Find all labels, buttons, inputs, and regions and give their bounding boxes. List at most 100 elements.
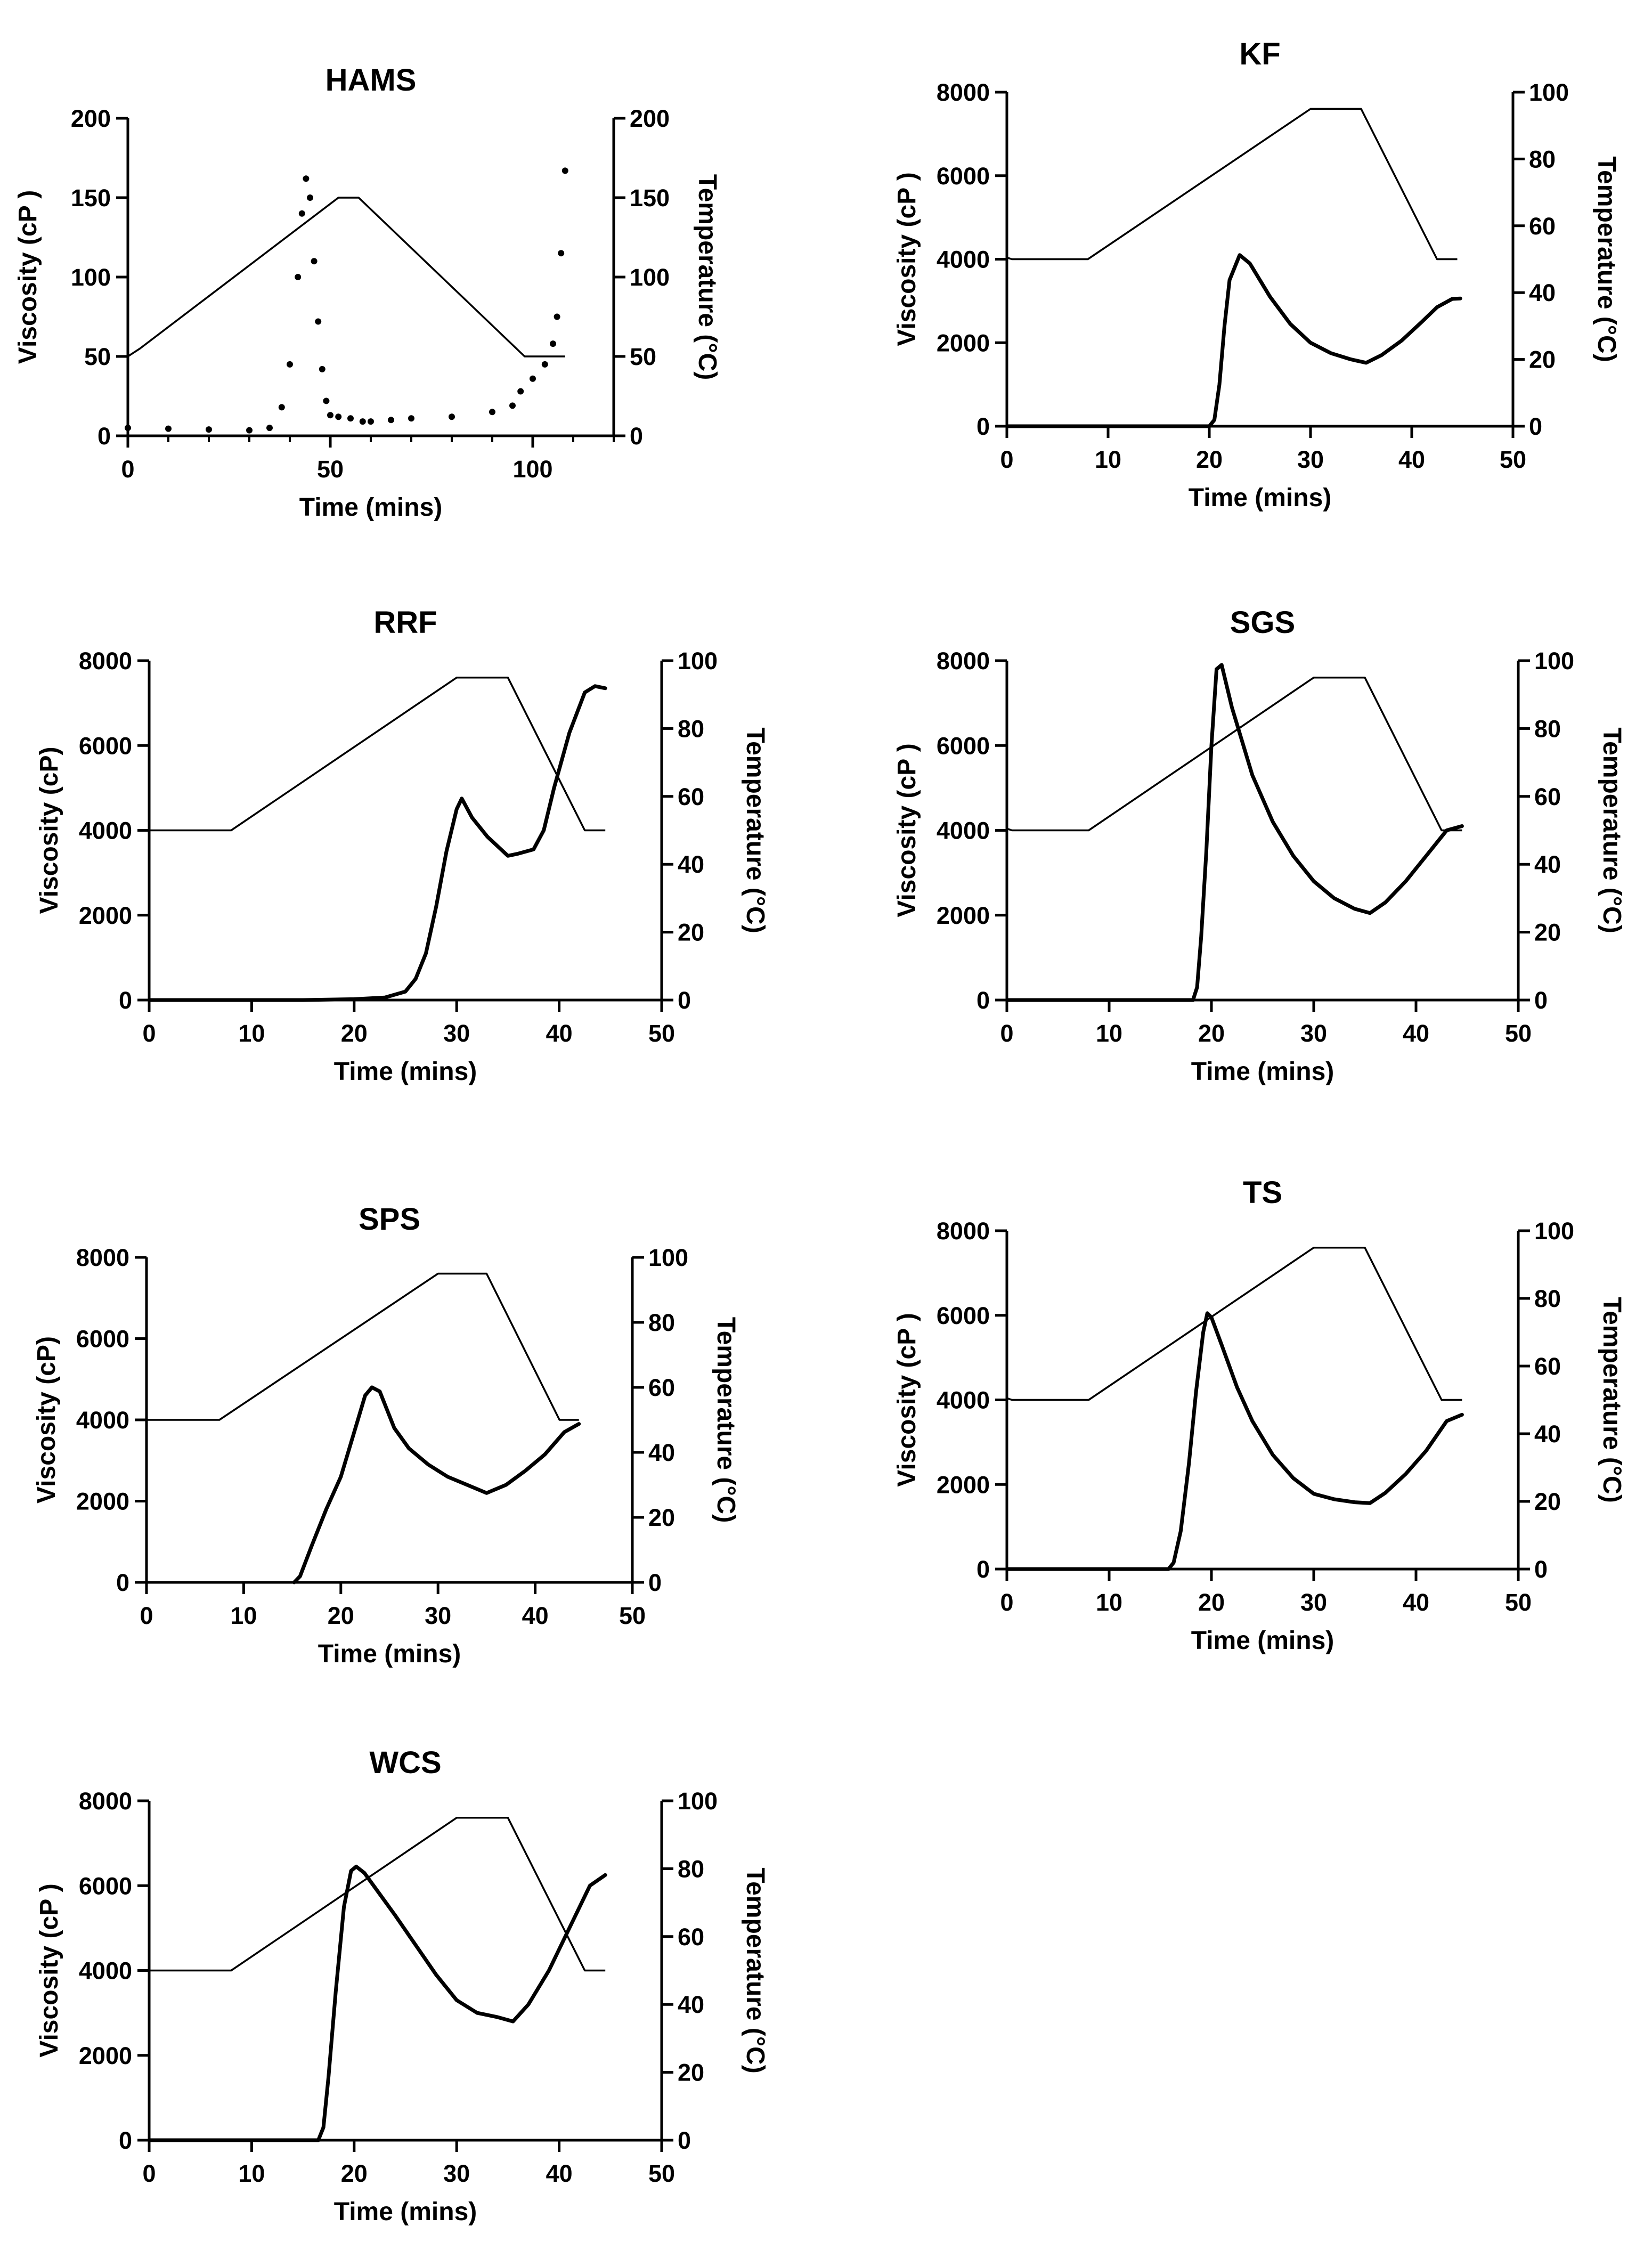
x-tick-label: 10 xyxy=(238,2160,265,2187)
x-axis-label: Time (mins) xyxy=(334,2198,477,2226)
chart-kf: KF0 10 20 30 40 50020004000600080000204060801… xyxy=(893,37,1621,512)
y-axis-label: Viscosity (cP ) xyxy=(35,1883,63,2057)
x-tick-label: 20 xyxy=(1198,1589,1225,1616)
x-tick-label: 0 xyxy=(121,456,134,483)
x-tick-label: 0 xyxy=(1000,1020,1013,1047)
y2-tick-label: 100 xyxy=(678,647,718,675)
x-tick-label: 20 xyxy=(328,1602,354,1629)
y-tick-label: 0 xyxy=(976,987,990,1014)
viscosity-point xyxy=(315,318,322,325)
y2-tick-label: 20 xyxy=(1529,346,1556,373)
chart-title: HAMS xyxy=(325,63,417,97)
y-tick-label: 2000 xyxy=(76,1488,129,1515)
temperature-line xyxy=(149,677,606,832)
viscosity-point xyxy=(335,413,342,420)
viscosity-point xyxy=(368,418,374,425)
y-axis-label: Viscosity (cP) xyxy=(32,1336,61,1504)
viscosity-point xyxy=(347,415,354,422)
viscosity-point xyxy=(554,313,560,320)
y2-tick-label: 50 xyxy=(630,343,656,370)
y-tick-label: 150 xyxy=(71,184,111,212)
y2-tick-label: 20 xyxy=(648,1504,675,1531)
y-tick-label: 2000 xyxy=(79,902,132,929)
y2-tick-label: 80 xyxy=(1534,1285,1561,1312)
x-tick-label: 20 xyxy=(341,2160,368,2187)
x-tick-label: 20 xyxy=(341,1020,368,1047)
x-tick-label: 40 xyxy=(522,1602,549,1629)
y2-tick-label: 20 xyxy=(1534,919,1561,946)
chart-title: RRF xyxy=(373,605,437,640)
x-tick-label: 10 xyxy=(238,1020,265,1047)
y2-tick-label: 80 xyxy=(648,1309,675,1336)
y2-axis-label: Temperature (°C) xyxy=(741,727,769,933)
y2-tick-label: 100 xyxy=(1534,1217,1574,1245)
y2-tick-label: 40 xyxy=(1534,851,1561,878)
y2-tick-label: 60 xyxy=(1534,1353,1561,1380)
y2-tick-label: 150 xyxy=(630,184,670,212)
x-tick-label: 50 xyxy=(648,2160,675,2187)
x-tick-label: 40 xyxy=(546,2160,573,2187)
y-tick-label: 0 xyxy=(976,1556,990,1583)
viscosity-point xyxy=(509,402,516,409)
x-axis-label: Time (mins) xyxy=(1189,484,1332,512)
y-tick-label: 6000 xyxy=(937,732,990,759)
viscosity-line xyxy=(292,1385,581,1585)
y2-tick-label: 20 xyxy=(1534,1488,1561,1515)
y2-tick-label: 60 xyxy=(1534,783,1561,810)
viscosity-point xyxy=(449,413,455,420)
y2-axis-label: Temperature (°C) xyxy=(1598,1297,1626,1502)
x-tick-label: 30 xyxy=(1297,446,1324,473)
viscosity-point xyxy=(266,425,273,432)
temperature-line xyxy=(1006,108,1458,261)
viscosity-line xyxy=(147,1864,607,2142)
y2-tick-label: 40 xyxy=(648,1439,675,1466)
y-tick-label: 2000 xyxy=(937,902,990,929)
y2-tick-label: 200 xyxy=(630,105,670,132)
x-axis-label: Time (mins) xyxy=(1191,1058,1334,1086)
x-tick-label: 30 xyxy=(443,1020,470,1047)
y-tick-label: 4000 xyxy=(79,817,132,844)
y-tick-label: 0 xyxy=(97,422,111,450)
x-tick-label: 0 xyxy=(142,1020,156,1047)
x-tick-label: 30 xyxy=(1300,1020,1327,1047)
x-tick-label: 10 xyxy=(1096,1020,1122,1047)
x-tick-label: 30 xyxy=(425,1602,451,1629)
y2-tick-label: 80 xyxy=(678,715,704,742)
y-tick-label: 6000 xyxy=(79,732,132,759)
temperature-line xyxy=(1006,677,1462,832)
chart-title: WCS xyxy=(369,1745,441,1780)
x-tick-label: 40 xyxy=(1398,446,1425,473)
chart-title: TS xyxy=(1243,1175,1282,1210)
y2-tick-label: 0 xyxy=(678,987,691,1014)
y2-tick-label: 20 xyxy=(678,2059,704,2086)
x-tick-label: 100 xyxy=(512,456,552,483)
y2-tick-label: 100 xyxy=(648,1244,688,1271)
y-tick-label: 0 xyxy=(116,1569,129,1596)
viscosity-point xyxy=(541,361,548,368)
y2-tick-label: 0 xyxy=(1529,413,1542,440)
y-tick-label: 4000 xyxy=(937,817,990,844)
viscosity-point xyxy=(125,425,131,432)
viscosity-point xyxy=(530,375,536,382)
y2-tick-label: 20 xyxy=(678,919,704,946)
viscosity-line xyxy=(1005,663,1464,1002)
x-tick-label: 50 xyxy=(619,1602,646,1629)
y-tick-label: 6000 xyxy=(79,1872,132,1899)
y-axis-label: Viscosity (cP ) xyxy=(14,190,42,364)
x-tick-label: 20 xyxy=(1198,1020,1225,1047)
y-tick-label: 2000 xyxy=(79,2042,132,2069)
chart-title: KF xyxy=(1239,37,1280,71)
temperature-line xyxy=(1006,1247,1462,1401)
x-tick-label: 0 xyxy=(1000,1589,1013,1616)
x-tick-label: 50 xyxy=(1505,1020,1532,1047)
x-tick-label: 50 xyxy=(1500,446,1526,473)
y2-axis-label: Temperature (°C) xyxy=(741,1867,769,2073)
y-tick-label: 6000 xyxy=(76,1326,129,1353)
y2-axis-label: Temperature (°C) xyxy=(693,174,721,380)
x-tick-label: 50 xyxy=(317,456,344,483)
viscosity-point xyxy=(307,194,313,201)
y-tick-label: 100 xyxy=(71,264,111,291)
y-axis-label: Viscosity (cP ) xyxy=(893,743,921,917)
viscosity-line xyxy=(147,684,607,1002)
